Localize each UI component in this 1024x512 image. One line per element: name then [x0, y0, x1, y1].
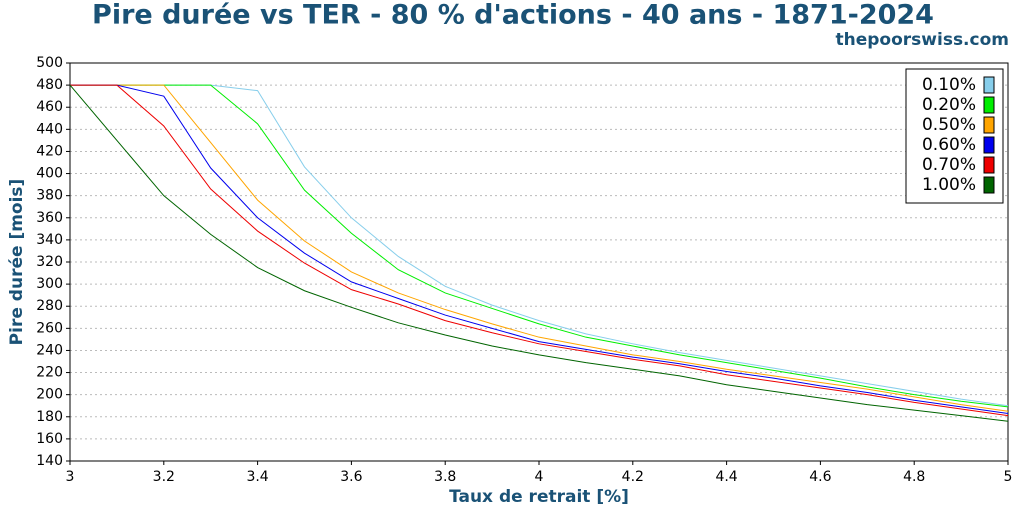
x-tick-label: 3.2: [153, 469, 175, 485]
x-tick-label: 4.4: [715, 469, 737, 485]
y-tick-label: 340: [36, 232, 63, 248]
y-tick-label: 200: [36, 387, 63, 403]
y-tick-label: 460: [36, 99, 63, 115]
y-tick-label: 180: [36, 409, 63, 425]
y-tick-label: 420: [36, 143, 63, 159]
x-axis-label: Taux de retrait [%]: [449, 487, 629, 507]
legend-label: 0.10%: [922, 75, 976, 95]
legend-swatch: [983, 96, 995, 114]
y-tick-label: 220: [36, 365, 63, 381]
source: thepoorswiss.com: [836, 30, 1010, 50]
x-tick-label: 3.4: [246, 469, 268, 485]
legend-swatch: [983, 156, 995, 174]
y-tick-label: 400: [36, 166, 63, 182]
x-tick-label: 4.6: [809, 469, 831, 485]
y-tick-label: 380: [36, 188, 63, 204]
legend-label: 0.70%: [922, 155, 976, 175]
series-line: [70, 84, 1009, 407]
y-axis-label: Pire durée [mois]: [7, 179, 27, 346]
series-line: [70, 84, 1009, 408]
plot-frame: [69, 62, 1009, 462]
x-tick-label: 4.8: [903, 469, 925, 485]
legend-swatch: [983, 176, 995, 194]
legend-label: 0.20%: [922, 95, 976, 115]
chart-title: Pire durée vs TER - 80 % d'actions - 40 …: [92, 0, 934, 31]
y-tick-label: 260: [36, 320, 63, 336]
series-line: [70, 84, 1009, 412]
legend-label: 0.50%: [922, 115, 976, 135]
x-tick-label: 5: [1004, 469, 1013, 485]
series-line: [70, 84, 1009, 414]
y-tick-label: 320: [36, 254, 63, 270]
y-tick-label: 360: [36, 210, 63, 226]
series-line: [69, 84, 1009, 422]
legend-swatch: [983, 116, 995, 134]
y-tick-label: 240: [36, 342, 63, 358]
legend-label: 1.00%: [922, 175, 976, 195]
y-tick-label: 440: [36, 121, 63, 137]
legend-label: 0.60%: [922, 135, 976, 155]
y-tick-label: 480: [36, 77, 63, 93]
series-line: [70, 84, 1009, 417]
y-tick-label: 300: [36, 276, 63, 292]
x-tick-label: 3.8: [434, 469, 456, 485]
legend-swatch: [983, 76, 995, 94]
x-tick-label: 4.2: [622, 469, 644, 485]
y-tick-label: 140: [36, 453, 63, 469]
legend-swatch: [983, 136, 995, 154]
y-tick-label: 500: [36, 55, 63, 71]
y-tick-label: 160: [36, 431, 63, 447]
y-tick-label: 280: [36, 298, 63, 314]
x-tick-label: 3: [66, 469, 75, 485]
x-tick-label: 3.6: [340, 469, 362, 485]
x-tick-label: 4: [535, 469, 544, 485]
